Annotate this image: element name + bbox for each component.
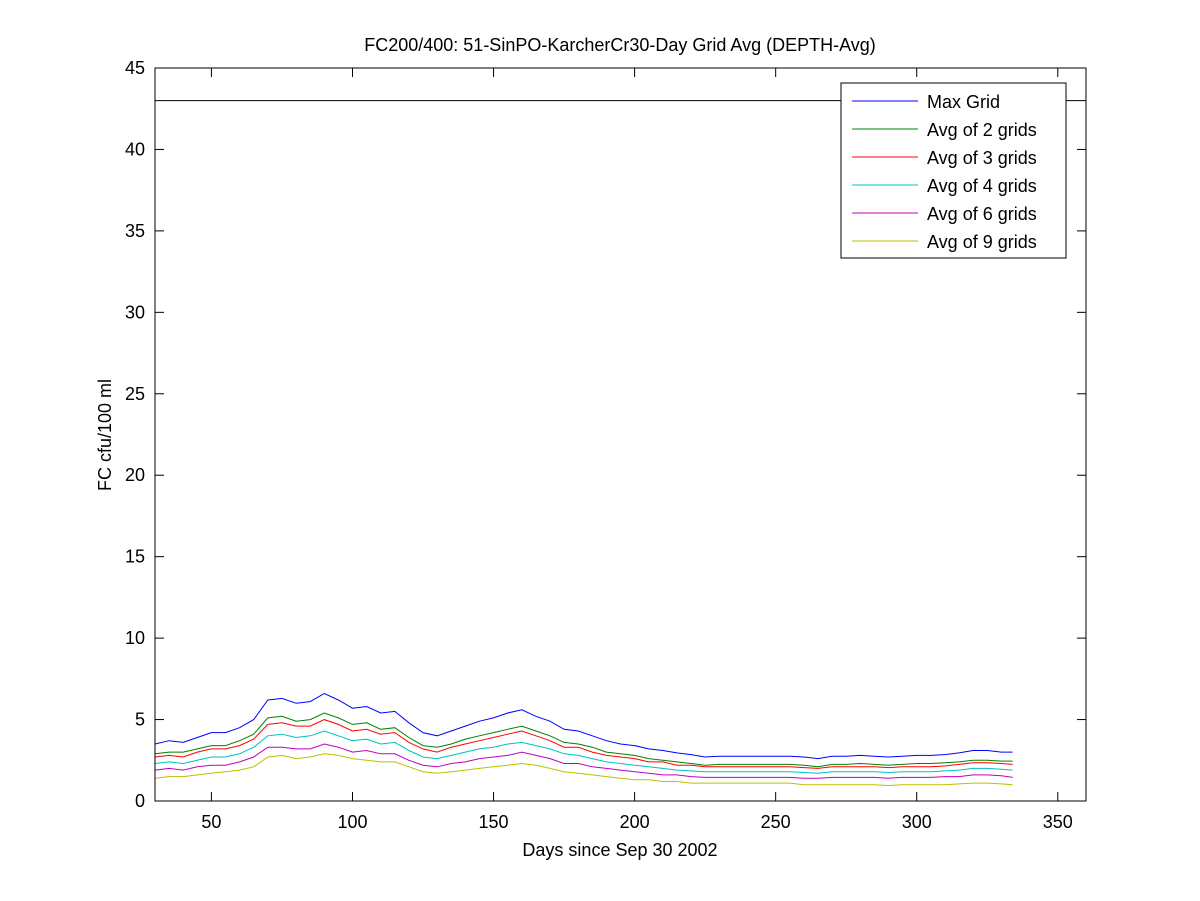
x-tick-label: 150 xyxy=(479,812,509,832)
x-tick-label: 250 xyxy=(761,812,791,832)
x-tick-label: 300 xyxy=(902,812,932,832)
series-line-5 xyxy=(154,743,1013,779)
y-tick-label: 15 xyxy=(125,547,145,567)
legend-entry: Max Grid xyxy=(927,92,1000,112)
x-axis-label: Days since Sep 30 2002 xyxy=(522,840,717,860)
chart-title: FC200/400: 51-SinPO-KarcherCr30-Day Grid… xyxy=(364,35,876,55)
y-tick-label: 35 xyxy=(125,221,145,241)
y-tick-label: 30 xyxy=(125,302,145,322)
y-tick-label: 45 xyxy=(125,58,145,78)
legend-entry: Avg of 2 grids xyxy=(927,120,1037,140)
series-line-1 xyxy=(154,692,1013,760)
plot-area xyxy=(154,100,1086,787)
series-line-6 xyxy=(154,753,1013,787)
legend-entry: Avg of 4 grids xyxy=(927,176,1037,196)
legend-entry: Avg of 6 grids xyxy=(927,204,1037,224)
x-tick-label: 350 xyxy=(1043,812,1073,832)
y-tick-label: 5 xyxy=(135,710,145,730)
axes-box xyxy=(154,67,1087,802)
legend-box xyxy=(840,82,1067,259)
series-line-3 xyxy=(154,719,1013,769)
y-tick-label: 40 xyxy=(125,139,145,159)
series-line-4 xyxy=(154,730,1013,774)
y-tick-label: 10 xyxy=(125,628,145,648)
series-line-2 xyxy=(154,712,1013,768)
legend: Max Grid Avg of 2 grids Avg of 3 grids Avg … xyxy=(840,82,1067,259)
x-tick-label: 50 xyxy=(201,812,221,832)
axis-ticks: 50 100 150 200 250 300 350 0 5 10 15 20 25 30 35 40 45 xyxy=(125,58,1086,832)
y-tick-label: 20 xyxy=(125,465,145,485)
y-axis-label: FC cfu/100 ml xyxy=(95,379,115,491)
legend-entry: Avg of 3 grids xyxy=(927,148,1037,168)
y-tick-label: 25 xyxy=(125,384,145,404)
x-tick-label: 100 xyxy=(337,812,367,832)
legend-entry: Avg of 9 grids xyxy=(927,232,1037,252)
x-tick-label: 200 xyxy=(620,812,650,832)
y-tick-label: 0 xyxy=(135,791,145,811)
